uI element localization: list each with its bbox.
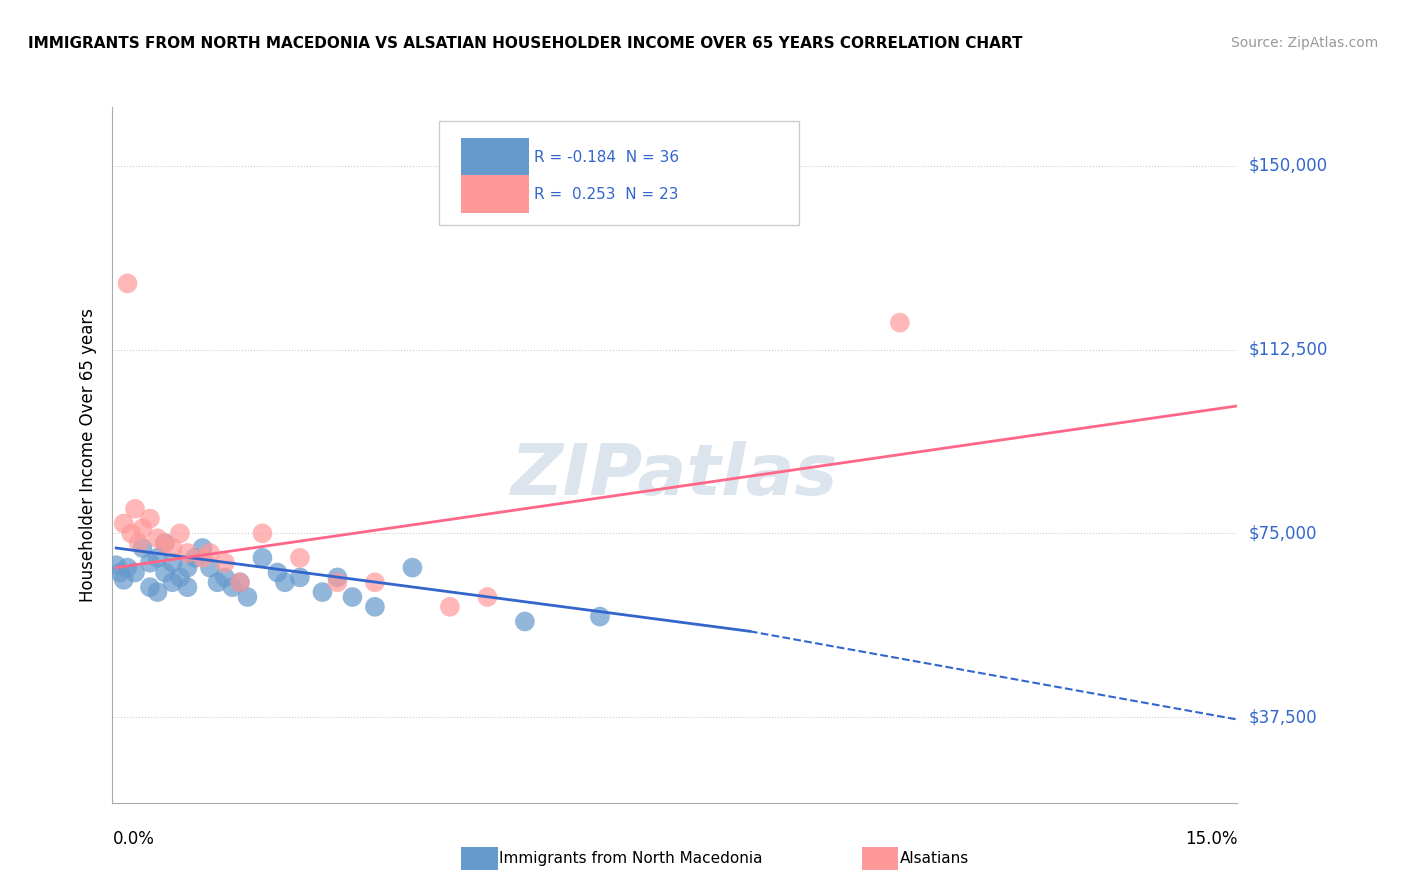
Point: [112, 516, 135, 531]
Text: Source: ZipAtlas.com: Source: ZipAtlas.com: [1230, 36, 1378, 50]
Point: [252, 550, 274, 565]
Point: [236, 590, 259, 604]
Point: [169, 526, 191, 541]
Point: [288, 570, 311, 584]
Point: [364, 575, 387, 590]
Text: R = -0.184  N = 36: R = -0.184 N = 36: [534, 150, 679, 165]
Point: [288, 550, 311, 565]
Point: [162, 556, 184, 570]
Point: [176, 546, 198, 560]
Point: [139, 511, 162, 525]
Point: [326, 575, 349, 590]
Point: [117, 560, 139, 574]
Point: [214, 570, 236, 584]
Y-axis label: Householder Income Over 65 years: Householder Income Over 65 years: [79, 308, 97, 602]
Point: [176, 560, 198, 574]
Point: [176, 580, 198, 594]
Text: $150,000: $150,000: [1249, 157, 1327, 175]
Point: [198, 560, 221, 574]
Point: [889, 316, 911, 330]
Point: [146, 550, 169, 565]
Point: [326, 570, 349, 584]
Point: [274, 575, 297, 590]
Point: [105, 558, 128, 573]
FancyBboxPatch shape: [439, 121, 799, 226]
Point: [214, 556, 236, 570]
Text: $37,500: $37,500: [1249, 708, 1317, 726]
FancyBboxPatch shape: [461, 175, 529, 213]
Point: [513, 615, 536, 629]
Point: [266, 566, 288, 580]
Point: [184, 550, 207, 565]
Point: [401, 560, 423, 574]
Point: [153, 566, 176, 580]
Point: [131, 541, 153, 555]
Point: [108, 566, 131, 580]
Point: [191, 541, 214, 555]
FancyBboxPatch shape: [461, 138, 529, 177]
Point: [311, 585, 333, 599]
Point: [120, 526, 142, 541]
Point: [131, 521, 153, 535]
Point: [153, 536, 176, 550]
Point: [139, 580, 162, 594]
Text: $112,500: $112,500: [1249, 341, 1327, 359]
Text: ZIPatlas: ZIPatlas: [512, 442, 838, 510]
Point: [477, 590, 499, 604]
Point: [162, 575, 184, 590]
Point: [439, 599, 461, 614]
Point: [117, 277, 139, 291]
Point: [589, 609, 612, 624]
Text: 0.0%: 0.0%: [112, 830, 155, 847]
Point: [191, 550, 214, 565]
Text: R =  0.253  N = 23: R = 0.253 N = 23: [534, 186, 679, 202]
Point: [342, 590, 364, 604]
Text: IMMIGRANTS FROM NORTH MACEDONIA VS ALSATIAN HOUSEHOLDER INCOME OVER 65 YEARS COR: IMMIGRANTS FROM NORTH MACEDONIA VS ALSAT…: [28, 36, 1022, 51]
Point: [146, 585, 169, 599]
Point: [169, 570, 191, 584]
Text: 15.0%: 15.0%: [1185, 830, 1237, 847]
Text: Immigrants from North Macedonia: Immigrants from North Macedonia: [499, 851, 762, 865]
Point: [112, 573, 135, 587]
Point: [364, 599, 387, 614]
Point: [221, 580, 243, 594]
Point: [252, 526, 274, 541]
Point: [162, 541, 184, 555]
Text: $75,000: $75,000: [1249, 524, 1317, 542]
Point: [229, 575, 252, 590]
Point: [207, 575, 229, 590]
Point: [128, 536, 150, 550]
Point: [124, 566, 146, 580]
Point: [198, 546, 221, 560]
Point: [124, 501, 146, 516]
Point: [229, 575, 252, 590]
Text: Alsatians: Alsatians: [900, 851, 969, 865]
Point: [153, 536, 176, 550]
Point: [146, 531, 169, 545]
Point: [139, 556, 162, 570]
